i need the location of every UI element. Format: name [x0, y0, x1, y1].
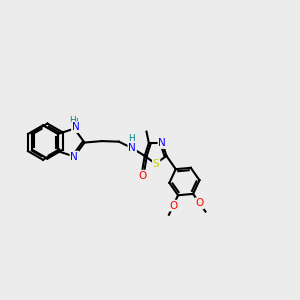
Text: H: H	[71, 118, 78, 127]
Text: O: O	[169, 201, 177, 211]
Text: O: O	[196, 198, 204, 208]
Text: N: N	[70, 152, 78, 161]
Text: H: H	[69, 116, 75, 125]
Text: O: O	[138, 171, 147, 181]
Text: N: N	[72, 122, 80, 132]
Text: S: S	[153, 159, 160, 169]
Text: N: N	[158, 138, 166, 148]
Text: H: H	[128, 134, 135, 143]
Text: N: N	[128, 143, 136, 153]
